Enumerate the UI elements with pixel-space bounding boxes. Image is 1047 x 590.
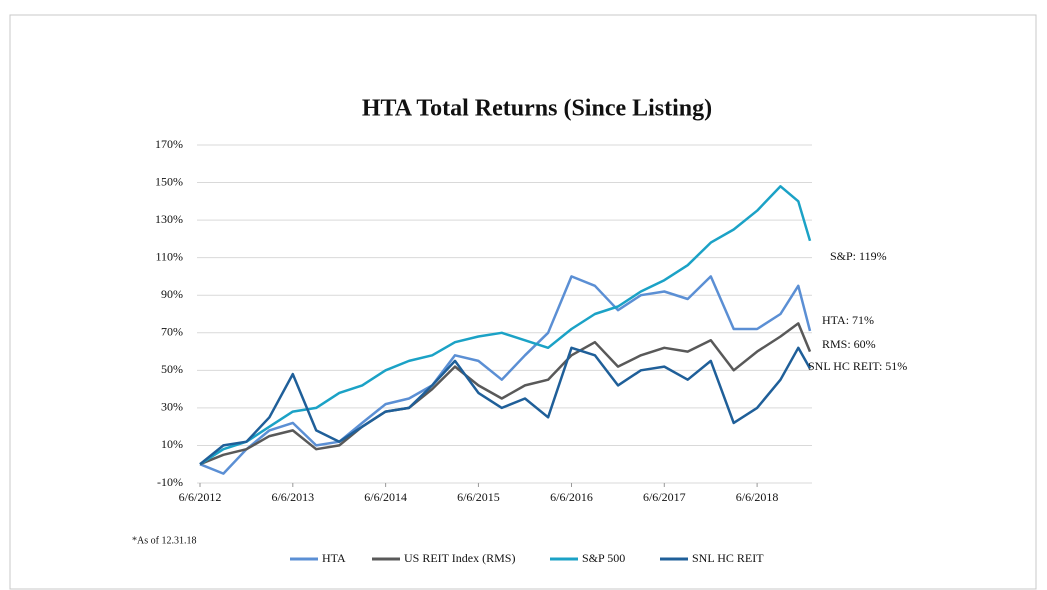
- y-tick-label: 90%: [161, 287, 183, 301]
- x-tick-label: 6/6/2016: [550, 490, 593, 504]
- y-tick-label: -10%: [157, 475, 183, 489]
- legend-label: US REIT Index (RMS): [404, 551, 515, 565]
- y-tick-label: 50%: [161, 362, 183, 376]
- footnote: *As of 12.31.18: [132, 535, 196, 546]
- x-tick-label: 6/6/2013: [271, 490, 314, 504]
- chart-title: HTA Total Returns (Since Listing): [362, 96, 712, 122]
- series-line: [199, 185, 812, 466]
- series-line: [199, 346, 812, 466]
- x-tick-label: 6/6/2018: [736, 490, 779, 504]
- series-line: [199, 322, 812, 466]
- y-tick-label: 150%: [155, 174, 183, 188]
- legend-label: HTA: [322, 551, 346, 565]
- y-tick-label: 30%: [161, 400, 183, 414]
- x-tick-label: 6/6/2012: [179, 490, 222, 504]
- frame: [9, 14, 1037, 590]
- x-tick-label: 6/6/2014: [364, 490, 407, 504]
- y-tick-label: 70%: [161, 325, 183, 339]
- end-label: S&P: 119%: [830, 249, 887, 263]
- series-line: [199, 275, 812, 475]
- end-label: RMS: 60%: [822, 337, 876, 351]
- x-tick-label: 6/6/2015: [457, 490, 500, 504]
- y-tick-label: 170%: [155, 137, 183, 151]
- y-tick-label: 110%: [155, 249, 183, 263]
- legend-label: S&P 500: [582, 551, 625, 565]
- legend-label: SNL HC REIT: [692, 551, 764, 565]
- x-tick-label: 6/6/2017: [643, 490, 686, 504]
- end-label: HTA: 71%: [822, 313, 874, 327]
- y-tick-label: 10%: [161, 437, 183, 451]
- y-tick-label: 130%: [155, 212, 183, 226]
- end-label: SNL HC REIT: 51%: [808, 359, 907, 373]
